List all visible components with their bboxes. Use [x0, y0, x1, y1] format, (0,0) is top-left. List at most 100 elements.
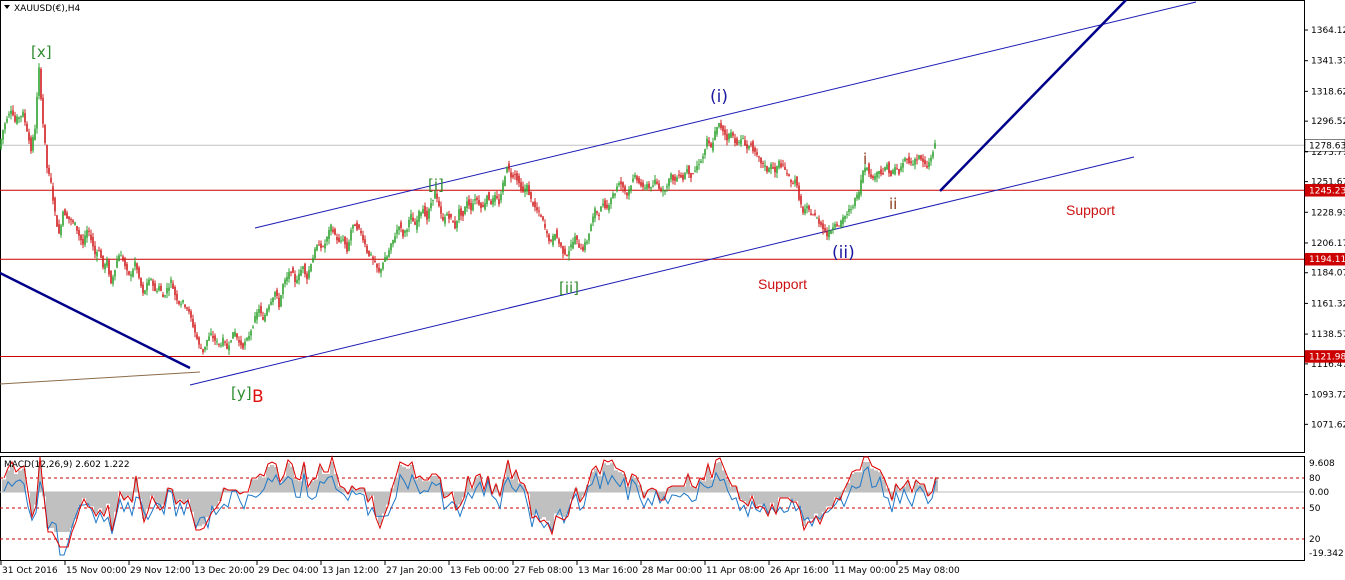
candle-body [62, 211, 64, 226]
candle-body [142, 284, 144, 294]
candle-body [836, 224, 838, 226]
candle-body [494, 194, 496, 202]
candle-body [382, 262, 384, 269]
time-tick-label: 25 May 08:00 [898, 566, 960, 576]
macd-hist-bar [66, 492, 70, 532]
candle-body [252, 326, 254, 328]
macd-hist-bar [374, 492, 378, 516]
candle-body [256, 312, 258, 320]
macd-hist-bar [530, 492, 534, 516]
macd-hist-bar [394, 477, 398, 492]
candle-body [344, 236, 346, 245]
candle-body [876, 171, 878, 178]
candle-body [672, 175, 674, 181]
macd-hist-bar [758, 492, 762, 505]
candle-body [862, 170, 864, 183]
price-tick-label: 1138.57 [1311, 330, 1345, 340]
candle-body [824, 228, 826, 231]
macd-hist-bar [714, 463, 718, 492]
candle-body [894, 167, 896, 175]
candle-body [134, 261, 136, 267]
candle-body [386, 256, 388, 260]
macd-hist-bar [934, 478, 938, 492]
candle-body [198, 337, 200, 345]
candle-body [726, 134, 728, 141]
candle-body [764, 165, 766, 167]
candle-body [318, 244, 320, 246]
horizontal-lines [0, 144, 1304, 357]
time-tick-label: 13 Dec 20:00 [194, 566, 255, 576]
macd-hist-bar [190, 492, 194, 512]
candle-body [450, 214, 452, 218]
candle-body [472, 203, 474, 211]
macd-hist-bar [202, 492, 206, 525]
candle-body [436, 193, 438, 199]
candle-body [580, 248, 582, 250]
price-tick-label: 1116.47 [1311, 360, 1345, 370]
candle-body [48, 167, 50, 174]
candle-body [248, 335, 250, 340]
candle-body [174, 286, 176, 296]
candle-body [102, 255, 104, 268]
candle-body [228, 345, 230, 351]
candle-body [638, 178, 640, 184]
macd-hist-bar [642, 492, 646, 498]
macd-hist-bar [494, 484, 498, 492]
macd-tick-label: 50 [1309, 504, 1321, 514]
candle-body [752, 141, 754, 152]
candle-body [320, 243, 322, 248]
candle-body [888, 162, 890, 174]
candle-body [176, 293, 178, 301]
macd-hist-bar [762, 492, 766, 507]
macd-hist-bar [694, 488, 698, 492]
candle-body [226, 343, 228, 349]
candle-body [698, 164, 700, 166]
channel-line [189, 156, 1135, 386]
candle-body [692, 173, 694, 175]
macd-hist-bar [206, 492, 210, 518]
macd-hist-bar [286, 463, 290, 492]
candle-body [902, 163, 904, 168]
candle-body [616, 186, 618, 192]
candle-body [212, 335, 214, 339]
macd-hist-bar [750, 492, 754, 496]
candle-body [644, 187, 646, 189]
macd-hist-bar [838, 492, 842, 500]
candle-body [144, 290, 146, 294]
candle-body [214, 335, 216, 341]
candle-body [688, 165, 690, 175]
candle-body [328, 230, 330, 239]
candle-body [300, 269, 302, 276]
candle-body [846, 214, 848, 216]
candle-body [170, 279, 172, 284]
candle-body [406, 229, 408, 232]
candle-body [560, 242, 562, 247]
candle-body [18, 117, 20, 119]
dropdown-arrow-icon[interactable] [4, 5, 10, 9]
candle-body [186, 307, 188, 309]
price-tick-label: 1273.77 [1311, 148, 1345, 158]
macd-hist-bar [334, 474, 338, 492]
candle-body [120, 255, 122, 257]
candle-body [220, 345, 222, 347]
macd-hist-bar [754, 492, 758, 507]
candle-body [590, 224, 592, 232]
candle-body [216, 341, 218, 343]
candle-body [108, 260, 110, 275]
candle-body [656, 181, 658, 184]
candle-body [314, 248, 316, 259]
candle-body [736, 138, 738, 145]
macd-hist-bar [74, 492, 78, 519]
macd-hist-bar [194, 492, 198, 527]
candle-body [336, 237, 338, 241]
candle-body [284, 279, 286, 284]
candle-body [22, 111, 24, 117]
candle-body [290, 271, 292, 273]
candle-body [250, 330, 252, 336]
candle-body [8, 114, 10, 116]
candle-body [268, 305, 270, 310]
candle-body [896, 168, 898, 170]
macd-hist-bar [254, 479, 258, 492]
candle-body [110, 270, 112, 284]
candle-body [16, 116, 18, 124]
